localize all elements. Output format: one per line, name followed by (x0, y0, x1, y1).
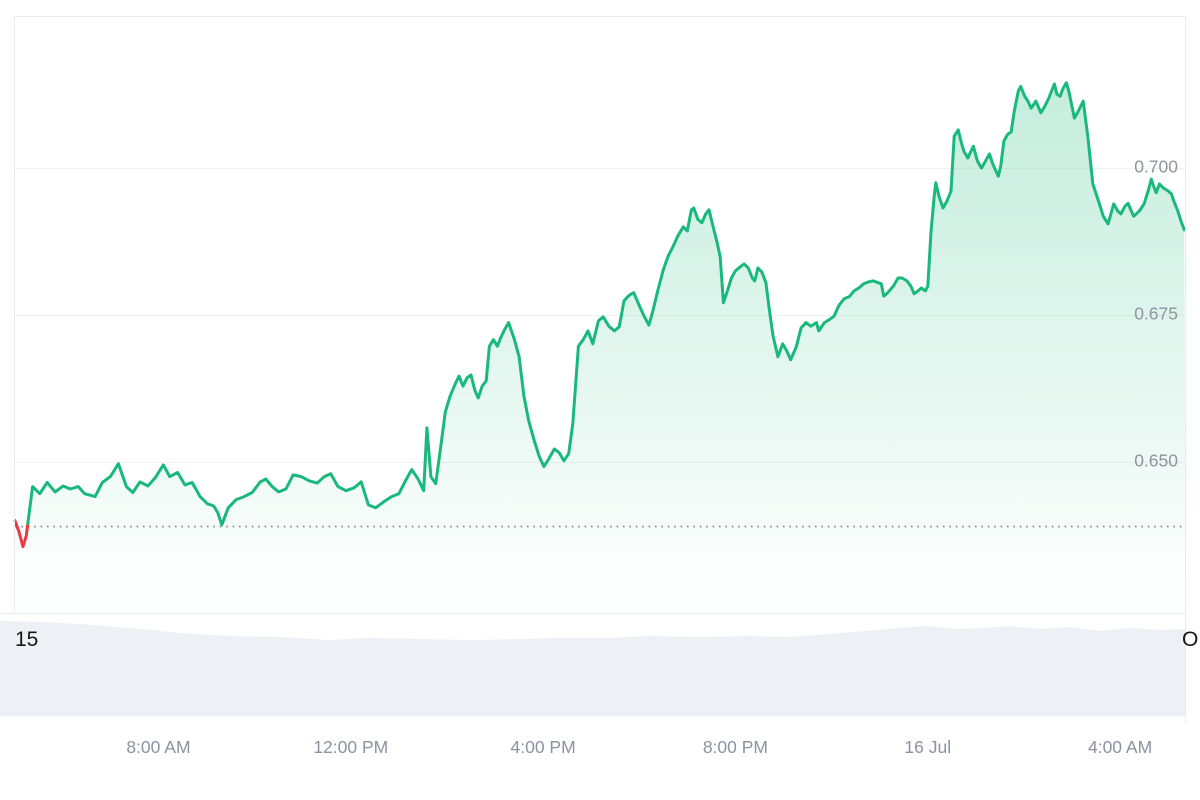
y-axis-label: 0.700 (1134, 157, 1178, 177)
x-axis-label: 4:00 AM (1088, 737, 1152, 757)
price-line (13, 81, 1186, 549)
x-axis-label: 8:00 AM (126, 737, 190, 757)
navigator-left-date-label: 15 (15, 628, 39, 651)
x-axis-label: 12:00 PM (313, 737, 388, 757)
navigator-right-label: O (1182, 628, 1199, 651)
x-axis-label: 16 Jul (904, 737, 951, 757)
y-axis-label: 0.650 (1134, 451, 1178, 471)
x-axis-label: 4:00 PM (511, 737, 576, 757)
x-axis-label: 8:00 PM (703, 737, 768, 757)
navigator[interactable] (0, 621, 1185, 716)
price-area-fill (15, 82, 1185, 614)
y-axis-label: 0.675 (1134, 304, 1178, 324)
